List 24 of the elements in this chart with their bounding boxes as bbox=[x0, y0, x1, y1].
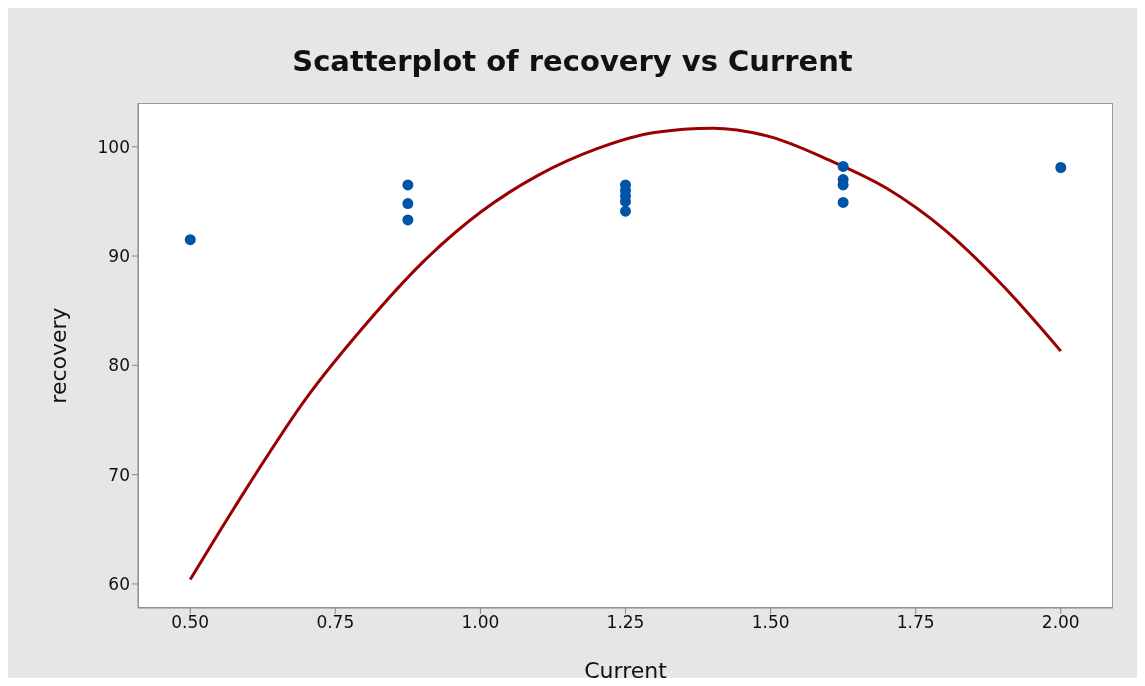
point bbox=[1055, 161, 1067, 173]
chart-title: Scatterplot of recovery vs Current bbox=[291, 43, 854, 80]
point bbox=[620, 205, 631, 217]
y-tick-label: 80 bbox=[108, 355, 130, 376]
x-tick-label: 1.50 bbox=[751, 612, 790, 633]
y-tick-label: 60 bbox=[108, 573, 130, 594]
point bbox=[402, 179, 414, 191]
x-tick-label: 1.00 bbox=[461, 612, 500, 633]
point bbox=[837, 196, 849, 208]
point bbox=[837, 160, 849, 172]
x-tick-label: 2.00 bbox=[1041, 612, 1080, 633]
x-tick-label: 0.50 bbox=[171, 612, 210, 633]
line-series bbox=[188, 126, 1063, 582]
x-tick-label: 1.25 bbox=[606, 612, 645, 633]
y-axis-title: recovery bbox=[45, 307, 71, 404]
x-axis-title: Current bbox=[584, 658, 668, 683]
y-tick-label: 100 bbox=[97, 136, 130, 157]
point bbox=[402, 198, 414, 210]
y-tick-label: 70 bbox=[108, 464, 130, 485]
x-tick-label: 0.75 bbox=[316, 612, 355, 633]
point bbox=[184, 234, 196, 246]
y-tick-label: 90 bbox=[108, 246, 130, 267]
x-tick-label: 1.75 bbox=[896, 612, 935, 633]
point bbox=[402, 214, 414, 226]
